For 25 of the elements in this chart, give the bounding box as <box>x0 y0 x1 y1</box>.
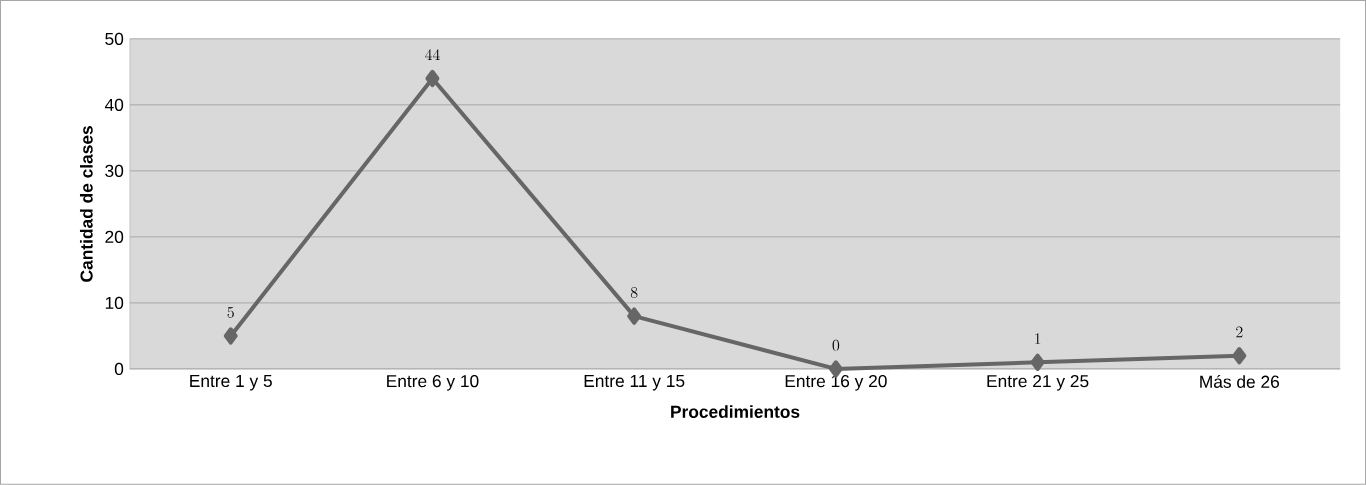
y-tick-label: 20 <box>105 230 124 244</box>
x-tick-label: Más de 26 <box>1200 375 1280 389</box>
y-tick-label: 40 <box>104 98 124 112</box>
y-axis-title: Cantidad de clases <box>79 126 93 282</box>
x-tick-label: Entre 1 y 5 <box>190 375 272 391</box>
y-tick-label: 0 <box>114 362 124 376</box>
data-label: 8 <box>630 287 638 299</box>
data-label: 1 <box>1035 333 1041 344</box>
x-tick-label: Entre 21 y 25 <box>987 375 1089 391</box>
y-tick-label: 10 <box>105 296 124 310</box>
x-tick-label: Entre 16 y 20 <box>785 375 887 391</box>
x-tick-label: Entre 6 y 10 <box>387 375 479 391</box>
data-label: 44 <box>425 49 440 61</box>
point <box>223 327 238 345</box>
point <box>425 69 440 88</box>
x-axis-title: Procedimientos <box>671 405 800 418</box>
x-tick-label: Entre 11 y 15 <box>584 375 685 391</box>
y-tick-label: 30 <box>105 164 124 178</box>
y-tick-label: 50 <box>105 32 124 46</box>
point <box>1232 347 1247 365</box>
data-label: 2 <box>1236 326 1243 338</box>
data-label: 0 <box>832 339 840 351</box>
data-label: 5 <box>227 306 234 318</box>
point <box>1030 353 1045 372</box>
point <box>627 307 642 325</box>
